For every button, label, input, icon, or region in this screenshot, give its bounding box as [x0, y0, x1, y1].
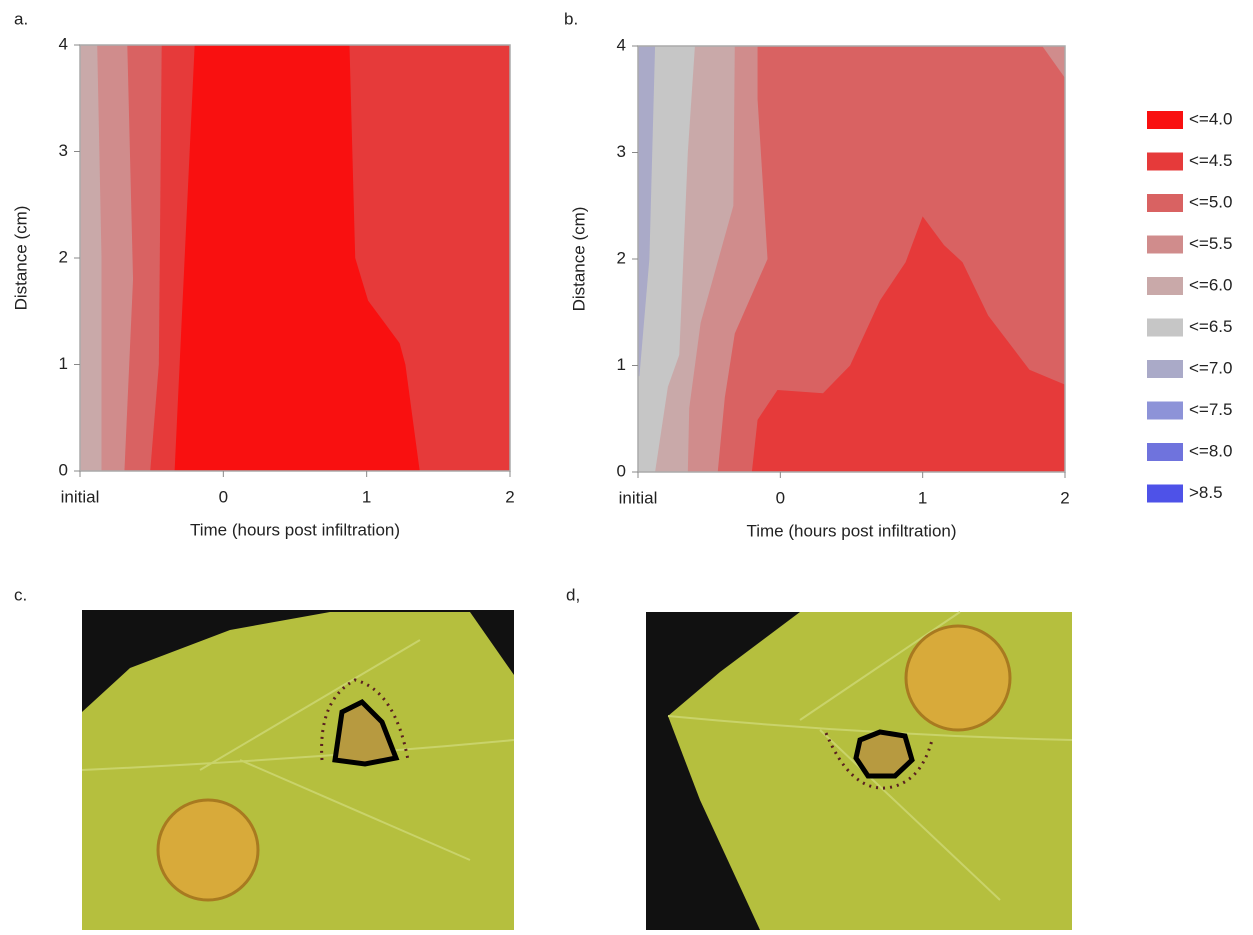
legend-swatch	[1147, 277, 1183, 295]
photo	[646, 612, 1072, 930]
legend-swatch	[1147, 111, 1183, 129]
legend-label: <=6.0	[1189, 275, 1233, 294]
legend-label: <=5.0	[1189, 192, 1233, 211]
legend-label: <=5.5	[1189, 234, 1233, 253]
y-tick-label: 3	[617, 142, 626, 161]
y-axis-title: Distance (cm)	[569, 207, 588, 312]
photo	[82, 610, 514, 930]
y-tick-label: 1	[617, 355, 626, 374]
x-tick-label: 0	[776, 488, 785, 507]
y-tick-label: 3	[59, 141, 68, 160]
y-tick-label: 2	[59, 247, 68, 266]
x-axis-title: Time (hours post infiltration)	[190, 520, 400, 539]
x-tick-label: 1	[918, 488, 927, 507]
legend-label: <=4.5	[1189, 151, 1233, 170]
panel-label: c.	[14, 585, 27, 604]
legend-swatch	[1147, 443, 1183, 461]
y-axis-title: Distance (cm)	[11, 206, 30, 311]
x-tick-label: initial	[61, 487, 100, 506]
y-tick-label: 0	[59, 460, 68, 479]
legend-label: >8.5	[1189, 483, 1223, 502]
legend-swatch	[1147, 402, 1183, 420]
y-tick-label: 0	[617, 461, 626, 480]
legend-swatch	[1147, 153, 1183, 171]
y-tick-label: 4	[59, 34, 68, 53]
legend-swatch	[1147, 360, 1183, 378]
legend-swatch	[1147, 236, 1183, 254]
x-tick-label: 2	[505, 487, 514, 506]
legend-label: <=6.5	[1189, 317, 1233, 336]
x-tick-label: 2	[1060, 488, 1069, 507]
x-tick-label: initial	[619, 488, 658, 507]
panel-label: b.	[564, 9, 578, 28]
contour-region	[80, 45, 102, 471]
legend-label: <=4.0	[1189, 109, 1233, 128]
panel-label: a.	[14, 9, 28, 28]
legend-label: <=7.0	[1189, 358, 1233, 377]
legend-label: <=8.0	[1189, 441, 1233, 460]
legend-swatch	[1147, 485, 1183, 503]
y-tick-label: 1	[59, 354, 68, 373]
figure: c. d, 0 1 2 3 4 initial 0 1 2 Time (hours post in…	[0, 0, 1253, 930]
legend-swatch	[1147, 194, 1183, 212]
panel-label: d,	[566, 585, 580, 604]
y-tick-label: 2	[617, 248, 626, 267]
x-tick-label: 1	[362, 487, 371, 506]
x-tick-label: 0	[219, 487, 228, 506]
legend-swatch	[1147, 319, 1183, 337]
legend-label: <=7.5	[1189, 400, 1233, 419]
x-axis-title: Time (hours post infiltration)	[746, 521, 956, 540]
y-tick-label: 4	[617, 35, 626, 54]
